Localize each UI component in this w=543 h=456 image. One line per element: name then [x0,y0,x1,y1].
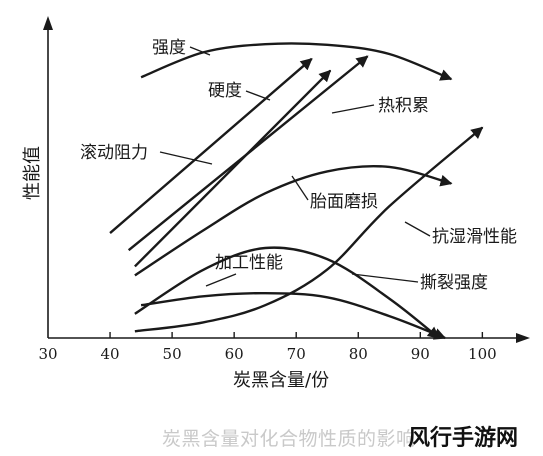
series-line-tear-strength [134,246,440,339]
series-line-tread-wear [134,164,453,277]
series-line-hardness [109,57,313,234]
series-label-tear-strength: 撕裂强度 [420,273,488,293]
x-tick-label-30: 30 [38,345,57,363]
leader-tread-wear [291,175,309,201]
series-label-strength: 强度 [152,38,186,58]
leader-tear-strength [351,273,419,283]
series-line-rolling-resistance [134,69,332,268]
x-tick-label-90: 90 [411,345,430,363]
x-tick-label-60: 60 [225,345,244,363]
series-line-processing [140,291,447,340]
leader-rolling-resistance [159,151,213,165]
series-label-processing: 加工性能 [215,253,283,273]
leader-heat-buildup [331,104,375,114]
series-line-strength [140,42,453,81]
series-label-tread-wear: 胎面磨损 [310,192,378,212]
leader-processing [205,273,237,287]
series-label-wet-skid: 抗湿滑性能 [432,227,517,247]
x-tick-label-50: 50 [163,345,182,363]
curve-group [109,42,484,340]
x-tick-label-70: 70 [287,345,306,363]
leader-group [159,46,431,287]
x-tick-label-80: 80 [349,345,368,363]
series-label-rolling-resistance: 滚动阻力 [80,143,148,163]
leader-wet-skid [404,221,431,237]
x-axis-arrow [516,333,530,343]
series-line-wet-skid [134,126,484,333]
leader-strength [189,46,211,56]
y-axis-title: 性能值 [22,146,43,200]
series-label-hardness: 硬度 [208,81,242,101]
x-tick-group: 30 40 50 60 70 80 90 100 [38,332,497,363]
series-label-heat-buildup: 热积累 [378,96,429,116]
y-axis-arrow [43,16,53,30]
x-tick-label-40: 40 [101,345,120,363]
x-tick-label-100: 100 [468,345,497,363]
watermark: 风行手游网 [408,426,519,451]
x-axis-title: 炭黑含量/份 [233,370,329,391]
leader-hardness [245,90,271,101]
figure-caption: 炭黑含量对化合物性质的影响 [162,428,416,450]
